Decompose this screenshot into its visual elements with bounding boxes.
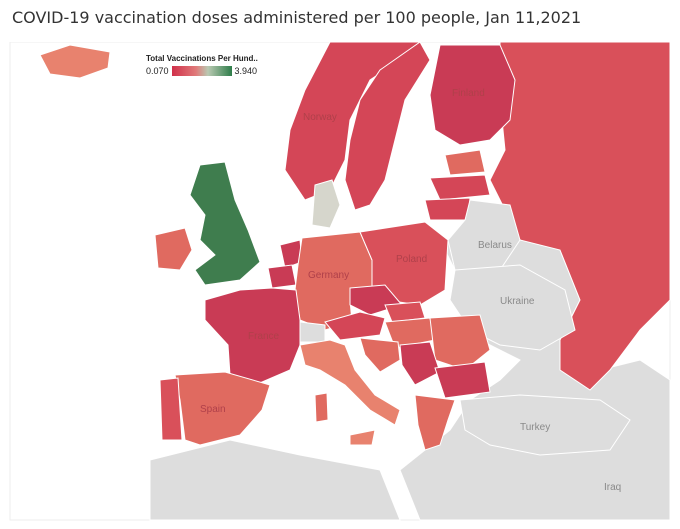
europe-map[interactable]: Finland Norway Belarus Germany Poland Uk…: [0, 42, 680, 529]
label-turkey: Turkey: [520, 422, 550, 433]
country-italy[interactable]: [299, 339, 401, 426]
country-croatia[interactable]: [359, 337, 401, 373]
label-norway: Norway: [303, 112, 337, 123]
label-ukraine: Ukraine: [500, 296, 535, 307]
country-turkey[interactable]: [459, 394, 631, 456]
country-sicily[interactable]: [349, 429, 376, 446]
label-finland: Finland: [452, 88, 485, 99]
country-ireland[interactable]: [154, 227, 193, 271]
map-title: COVID-19 vaccination doses administered …: [12, 8, 582, 27]
label-germany: Germany: [308, 270, 349, 281]
country-austria[interactable]: [324, 311, 386, 341]
country-sweden[interactable]: [344, 42, 431, 211]
label-france: France: [248, 331, 280, 342]
country-france[interactable]: [204, 287, 301, 386]
country-greece[interactable]: [414, 394, 456, 451]
legend-min: 0.070: [146, 66, 169, 76]
region-nodata-africa[interactable]: [149, 439, 401, 521]
country-denmark[interactable]: [311, 179, 341, 229]
country-spain[interactable]: [174, 371, 271, 446]
country-uk[interactable]: [189, 161, 261, 286]
country-sardinia[interactable]: [314, 392, 329, 423]
legend-max: 3.940: [234, 66, 258, 76]
country-finland[interactable]: [429, 44, 516, 146]
country-serbia[interactable]: [399, 341, 441, 386]
label-spain: Spain: [200, 404, 226, 415]
country-portugal[interactable]: [159, 377, 183, 441]
country-belgium[interactable]: [267, 264, 297, 289]
label-belarus: Belarus: [478, 240, 512, 251]
label-iraq: Iraq: [604, 482, 621, 493]
country-bulgaria[interactable]: [434, 361, 491, 399]
country-estonia[interactable]: [444, 149, 486, 176]
country-latvia[interactable]: [429, 174, 491, 201]
country-lithuania[interactable]: [424, 197, 471, 221]
country-switzerland[interactable]: [299, 321, 326, 343]
legend-title: Total Vaccinations Per Hund..: [146, 54, 258, 63]
country-iceland[interactable]: [39, 44, 111, 79]
label-poland: Poland: [396, 254, 427, 265]
legend-gradient: [171, 66, 232, 76]
color-legend: Total Vaccinations Per Hund.. 0.070 3.94…: [146, 54, 258, 76]
